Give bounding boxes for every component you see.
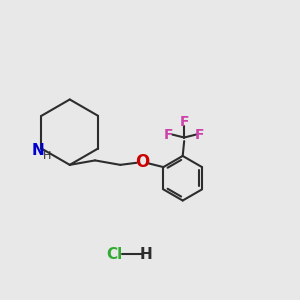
Text: H: H xyxy=(43,151,52,161)
Text: F: F xyxy=(179,115,189,129)
Text: H: H xyxy=(139,247,152,262)
Text: O: O xyxy=(135,153,150,171)
Text: F: F xyxy=(195,128,204,142)
Text: Cl: Cl xyxy=(106,247,122,262)
Text: F: F xyxy=(164,128,173,142)
Text: N: N xyxy=(31,143,44,158)
